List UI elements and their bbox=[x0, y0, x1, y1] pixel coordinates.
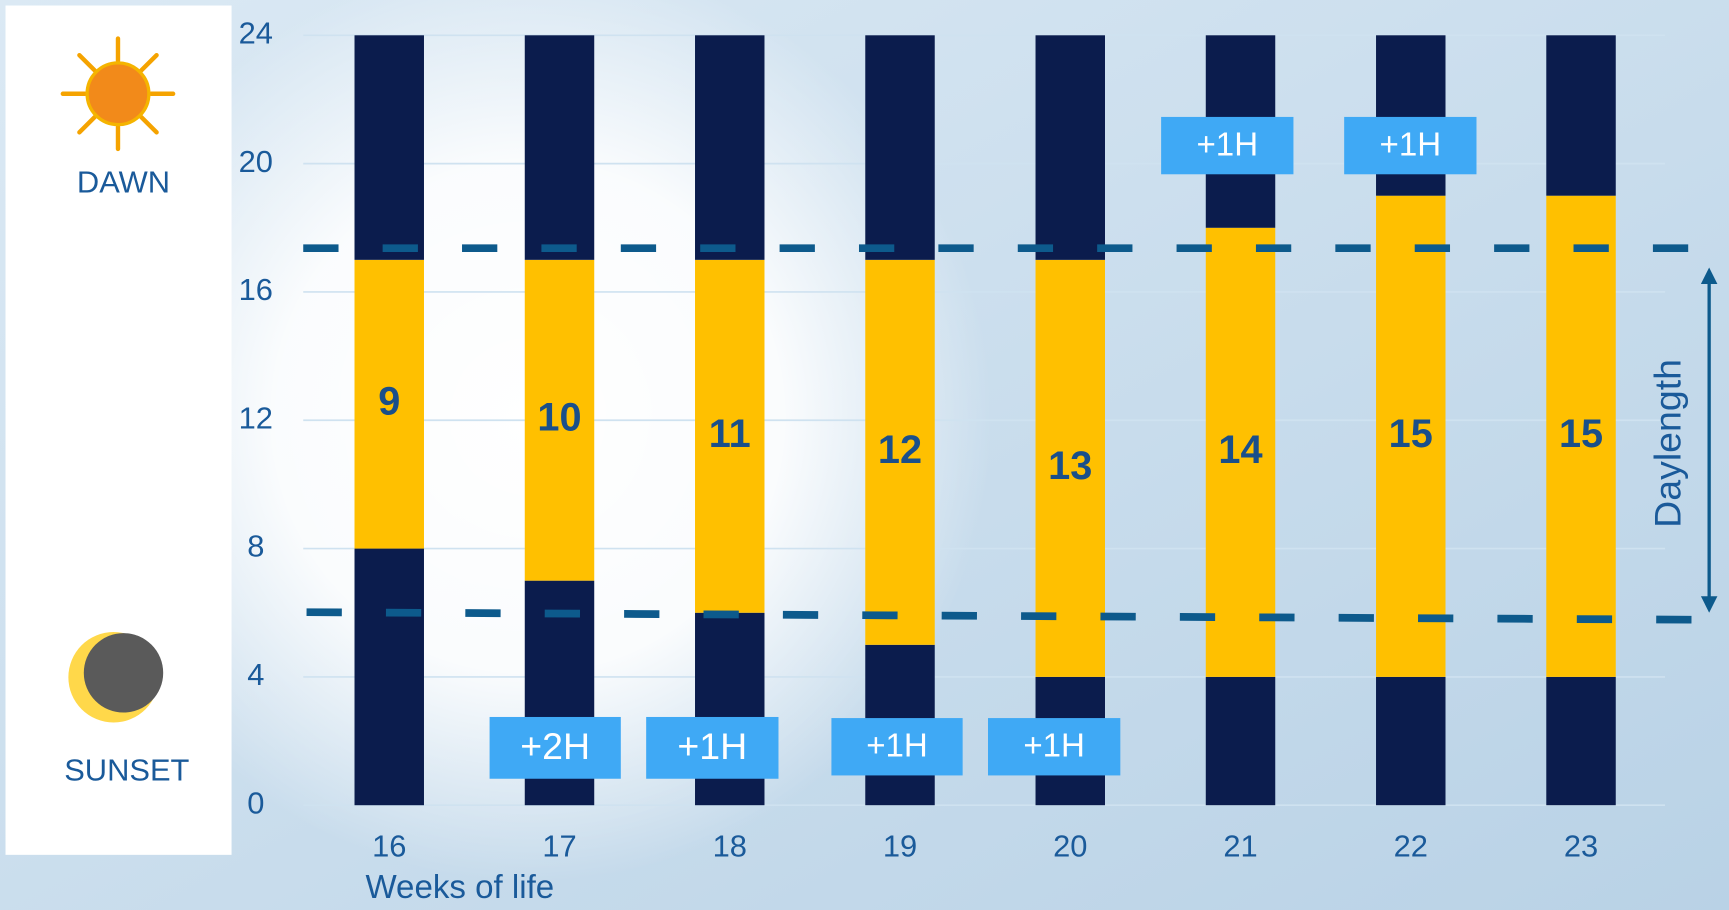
bar-segment bbox=[1376, 677, 1445, 805]
annotation-label: +1H bbox=[1023, 728, 1085, 765]
bar-segment bbox=[1036, 35, 1105, 260]
y-tick-label: 12 bbox=[239, 400, 273, 435]
data-label: 13 bbox=[1048, 444, 1092, 488]
annotation-label: +1H bbox=[677, 725, 747, 767]
x-tick-label: 21 bbox=[1223, 828, 1257, 863]
data-label: 9 bbox=[378, 380, 400, 424]
bar-segment bbox=[355, 35, 424, 260]
y-tick-label: 20 bbox=[239, 144, 273, 179]
chart: DAWN SUNSET 0 4 8 12 16 20 24 9 16 10 17 11 18 12 19 13… bbox=[0, 0, 1729, 910]
y-tick-label: 0 bbox=[247, 785, 264, 820]
x-axis-label: Weeks of life bbox=[365, 869, 554, 906]
y-tick-label: 8 bbox=[247, 529, 264, 564]
page: {"chart_data": { "type": "stacked-bar", … bbox=[0, 0, 1729, 910]
annotation-label: +2H bbox=[520, 725, 590, 767]
x-tick-label: 22 bbox=[1394, 828, 1428, 863]
data-label: 11 bbox=[709, 412, 751, 456]
bar-segment bbox=[865, 35, 934, 260]
bar-segment bbox=[695, 35, 764, 260]
x-tick-label: 18 bbox=[713, 828, 747, 863]
y-tick-label: 16 bbox=[239, 272, 273, 307]
annotation-label: +1H bbox=[866, 728, 928, 765]
data-label: 14 bbox=[1218, 428, 1262, 472]
bar-segment bbox=[1546, 677, 1615, 805]
bar-segment bbox=[355, 549, 424, 806]
annotation-label: +1H bbox=[1380, 126, 1442, 163]
bar-segment bbox=[1206, 677, 1275, 805]
annotation-label: +1H bbox=[1196, 126, 1258, 163]
sunset-label: SUNSET bbox=[64, 752, 189, 787]
data-label: 15 bbox=[1389, 412, 1433, 456]
sun-icon bbox=[63, 39, 173, 149]
y-tick-label: 4 bbox=[247, 657, 264, 692]
span-label: Daylength bbox=[1646, 359, 1688, 528]
bar-segment bbox=[525, 35, 594, 260]
x-tick-label: 20 bbox=[1053, 828, 1087, 863]
x-tick-label: 23 bbox=[1564, 828, 1598, 863]
x-tick-label: 19 bbox=[883, 828, 917, 863]
data-label: 10 bbox=[537, 396, 581, 440]
data-label: 15 bbox=[1559, 412, 1603, 456]
y-tick-label: 24 bbox=[239, 15, 273, 50]
x-tick-label: 16 bbox=[372, 828, 406, 863]
dawn-label: DAWN bbox=[77, 164, 170, 199]
x-tick-label: 17 bbox=[542, 828, 576, 863]
data-label: 12 bbox=[878, 428, 922, 472]
bar-segment bbox=[1546, 35, 1615, 195]
